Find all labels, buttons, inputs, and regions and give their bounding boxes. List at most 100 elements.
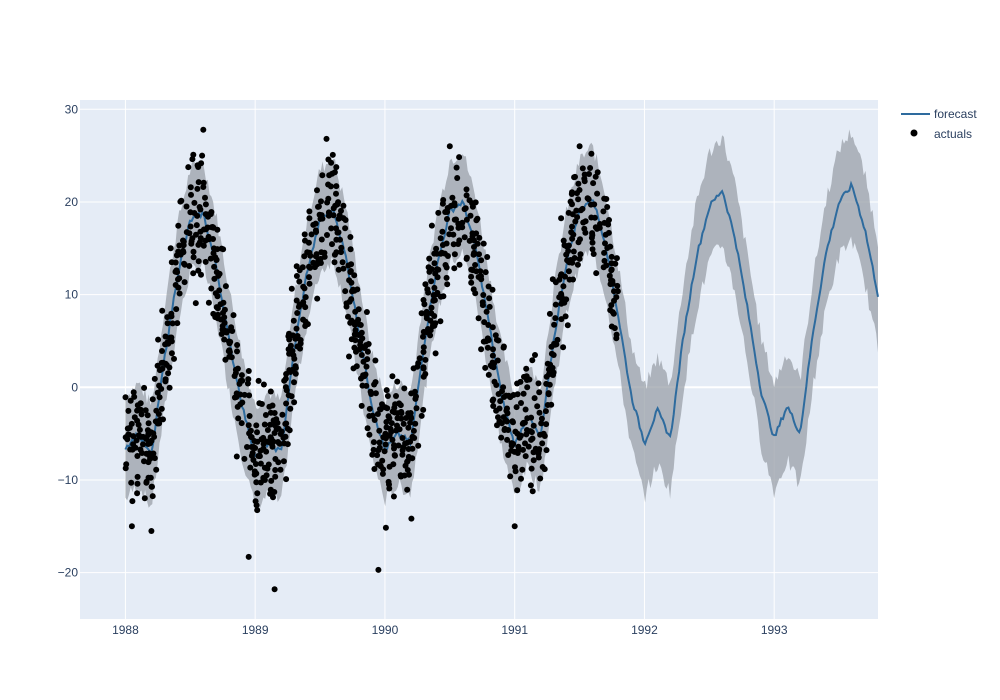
actual-point xyxy=(461,234,468,241)
actual-point xyxy=(257,460,264,467)
actual-point xyxy=(347,234,354,240)
actual-point xyxy=(213,257,220,263)
actual-point xyxy=(537,475,544,482)
actual-point xyxy=(168,313,175,320)
actual-point xyxy=(575,180,582,187)
actual-point xyxy=(531,395,538,402)
actual-point xyxy=(382,524,389,531)
actual-point xyxy=(149,396,156,403)
actual-point xyxy=(448,225,454,232)
actual-point xyxy=(402,462,409,469)
actual-point xyxy=(592,173,599,180)
actual-point xyxy=(404,458,411,464)
actual-point xyxy=(212,314,219,321)
actual-point xyxy=(231,373,238,379)
actual-point xyxy=(335,199,342,206)
actual-point xyxy=(399,447,406,454)
actual-point xyxy=(342,225,349,232)
actual-point xyxy=(560,237,567,244)
actual-point xyxy=(325,212,332,219)
actual-point xyxy=(253,479,260,486)
actual-point xyxy=(333,164,340,171)
legend-item-actuals[interactable]: actuals xyxy=(910,127,973,141)
actual-point xyxy=(339,259,346,266)
actual-point xyxy=(130,441,137,448)
actual-point xyxy=(268,435,275,442)
actual-point xyxy=(542,408,549,415)
actual-point xyxy=(286,367,293,374)
actual-point xyxy=(483,338,490,345)
actual-point xyxy=(608,302,615,309)
actual-point xyxy=(134,453,141,459)
actual-point xyxy=(522,453,529,460)
actual-point xyxy=(486,295,493,302)
actual-point xyxy=(335,266,342,273)
actual-point xyxy=(226,353,233,360)
actual-point xyxy=(359,382,366,389)
actual-point xyxy=(575,239,582,246)
actual-point xyxy=(594,169,601,176)
actual-point xyxy=(430,297,437,304)
actual-point xyxy=(306,280,313,287)
actual-point xyxy=(164,320,171,327)
actual-point xyxy=(238,372,245,379)
actual-point xyxy=(594,225,600,232)
actual-point xyxy=(280,458,287,465)
actual-point xyxy=(369,451,376,458)
actual-point xyxy=(536,409,543,416)
actual-point xyxy=(515,443,522,450)
actual-point xyxy=(507,473,514,480)
actual-point xyxy=(574,261,581,268)
actual-point xyxy=(405,424,412,431)
actual-point xyxy=(420,364,427,371)
legend[interactable]: forecast actuals xyxy=(901,107,977,141)
actual-point xyxy=(283,420,290,427)
actual-point xyxy=(306,208,313,215)
actual-point xyxy=(439,228,446,235)
legend-item-forecast[interactable]: forecast xyxy=(901,107,977,121)
actual-point xyxy=(187,184,194,191)
actual-point xyxy=(467,212,474,219)
actual-point xyxy=(128,523,135,530)
actual-point xyxy=(489,324,496,331)
actual-point xyxy=(521,373,527,380)
y-tick-labels: −20 −10 0 10 20 30 xyxy=(58,102,79,579)
actual-point xyxy=(254,507,261,514)
actual-point xyxy=(572,218,579,225)
actual-point xyxy=(192,300,199,307)
actual-point xyxy=(124,425,131,432)
actual-point xyxy=(418,310,425,317)
actual-point xyxy=(268,441,275,448)
x-gridlines xyxy=(124,100,775,619)
actual-point xyxy=(463,216,470,223)
actual-point xyxy=(591,214,598,221)
actual-point xyxy=(168,350,175,357)
actual-point xyxy=(505,452,512,458)
actual-point xyxy=(220,299,227,306)
actual-point xyxy=(158,405,165,412)
actual-point xyxy=(593,270,600,277)
actual-point xyxy=(134,490,141,497)
actual-point xyxy=(480,292,487,298)
actual-point xyxy=(129,498,136,505)
actual-point xyxy=(382,435,389,442)
actual-point xyxy=(604,245,611,251)
actual-point xyxy=(188,191,194,198)
actual-point xyxy=(538,420,545,427)
actual-point xyxy=(140,433,147,440)
actual-point xyxy=(348,336,355,343)
actual-point xyxy=(518,475,524,482)
actual-point xyxy=(543,380,550,387)
actual-point xyxy=(342,217,349,223)
actual-point xyxy=(153,466,160,473)
actual-point xyxy=(166,384,173,391)
actual-point xyxy=(334,229,341,236)
actual-point xyxy=(472,290,479,297)
actual-point xyxy=(181,279,188,286)
actual-point xyxy=(222,283,229,290)
actual-point xyxy=(414,363,421,370)
actual-point xyxy=(428,222,435,229)
actual-point xyxy=(420,349,427,355)
actual-point xyxy=(221,336,228,343)
plot-background xyxy=(80,100,878,619)
